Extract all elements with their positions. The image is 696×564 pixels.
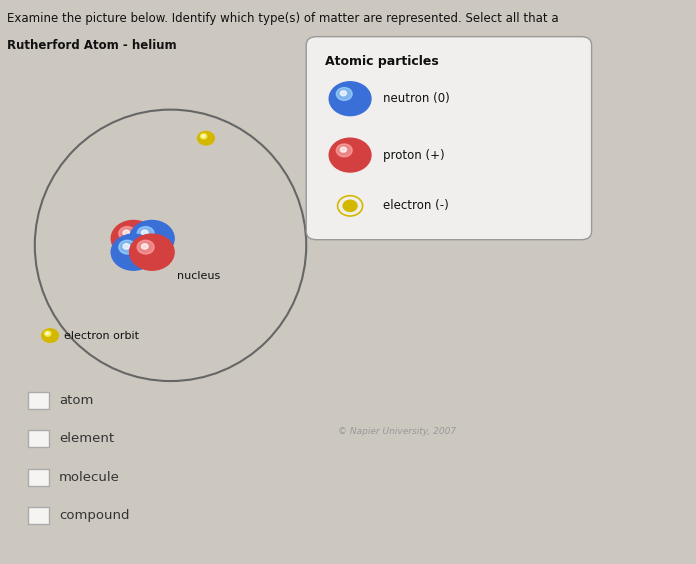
Circle shape [340, 91, 347, 96]
Text: Examine the picture below. Identify which type(s) of matter are represented. Sel: Examine the picture below. Identify whic… [7, 12, 559, 25]
Circle shape [111, 234, 156, 270]
Circle shape [202, 135, 205, 137]
Circle shape [141, 244, 148, 249]
Text: atom: atom [59, 394, 93, 407]
Circle shape [137, 227, 154, 240]
Circle shape [123, 230, 129, 235]
Circle shape [119, 227, 136, 240]
Circle shape [336, 144, 352, 157]
Text: Rutherford Atom - helium: Rutherford Atom - helium [7, 39, 177, 52]
Text: nucleus: nucleus [177, 271, 221, 281]
Circle shape [198, 131, 214, 145]
Bar [28, 430, 49, 447]
Circle shape [42, 329, 58, 342]
Circle shape [336, 87, 352, 100]
Circle shape [123, 244, 129, 249]
Circle shape [46, 332, 49, 334]
Text: electron (-): electron (-) [383, 199, 449, 213]
FancyBboxPatch shape [306, 37, 592, 240]
Circle shape [137, 240, 154, 254]
Bar [28, 507, 49, 524]
Circle shape [329, 138, 371, 172]
Circle shape [119, 240, 136, 254]
Circle shape [129, 221, 174, 257]
Circle shape [200, 134, 207, 139]
Text: element: element [59, 432, 114, 446]
Circle shape [343, 200, 357, 212]
Text: Atomic particles: Atomic particles [325, 55, 438, 68]
Text: © Napier University, 2007: © Napier University, 2007 [338, 427, 456, 436]
Circle shape [329, 82, 371, 116]
Text: electron orbit: electron orbit [64, 331, 139, 341]
Bar [28, 392, 49, 409]
Text: compound: compound [59, 509, 129, 522]
Bar [28, 469, 49, 486]
Circle shape [111, 221, 156, 257]
Circle shape [340, 147, 347, 152]
Text: neutron (0): neutron (0) [383, 92, 450, 105]
Text: molecule: molecule [59, 470, 120, 484]
Text: proton (+): proton (+) [383, 148, 445, 162]
Circle shape [129, 234, 174, 270]
Circle shape [141, 230, 148, 235]
Circle shape [45, 331, 51, 336]
